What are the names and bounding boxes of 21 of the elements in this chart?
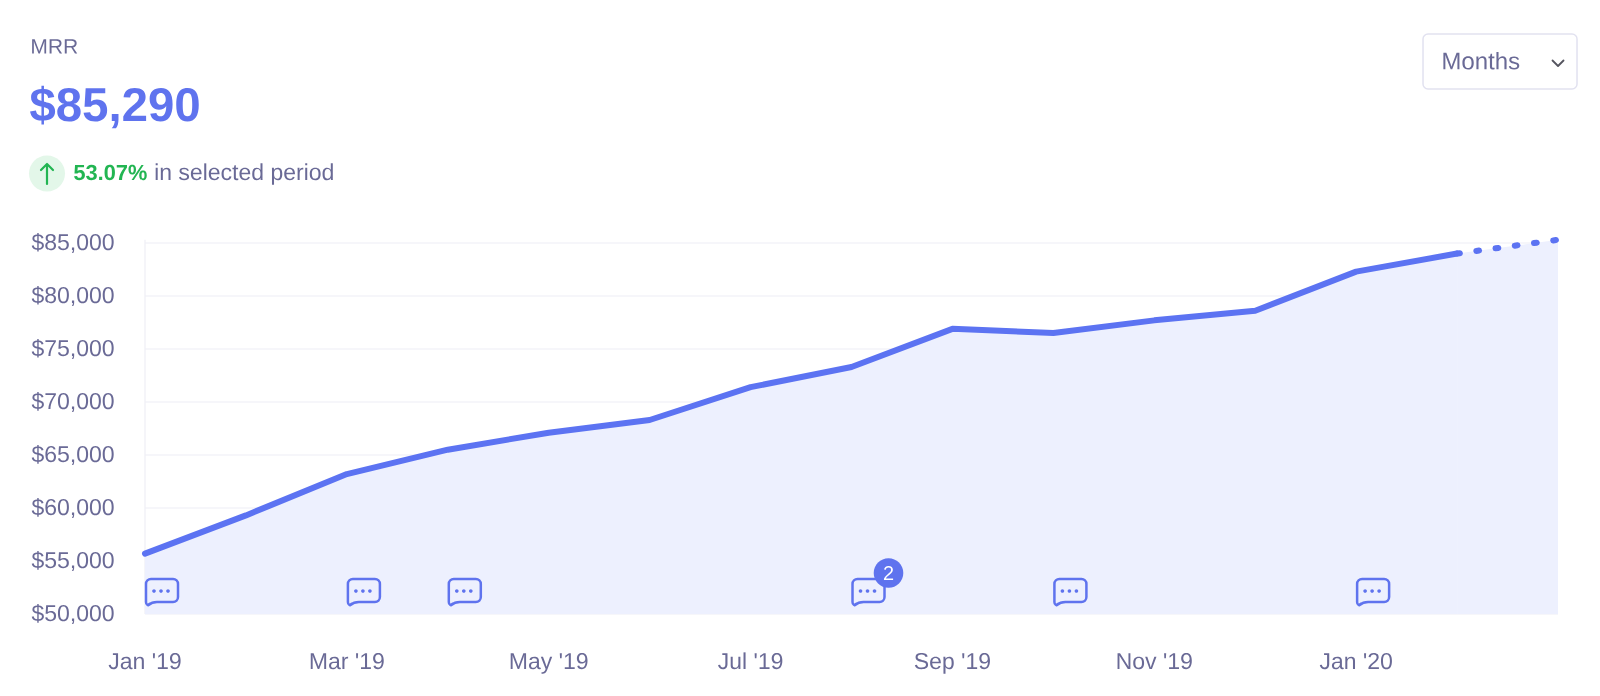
x-tick-label: Nov '19	[1117, 652, 1192, 670]
y-tick-label: $75,000	[31, 338, 114, 359]
y-tick-label: $55,000	[31, 551, 114, 571]
x-tick-label: Jul '19	[718, 652, 783, 670]
x-tick-label: May '19	[510, 652, 588, 674]
y-tick-label: $85,000	[31, 232, 114, 253]
chart-title: MRR	[32, 39, 78, 54]
text: Months	[1443, 51, 1520, 70]
y-tick-label: $65,000	[31, 445, 114, 465]
annotation: 2	[883, 566, 894, 580]
x-tick-label: Jan '20	[1319, 652, 1392, 670]
text: in selected period	[155, 163, 333, 185]
x-tick-label: Mar '19	[310, 652, 384, 670]
chart-subtitle: $85,290	[30, 85, 199, 129]
text: 53.07%	[74, 164, 147, 181]
x-tick-label: Sep '19	[914, 652, 990, 674]
y-tick-label: $60,000	[31, 498, 114, 518]
y-tick-label: $70,000	[31, 391, 114, 412]
y-tick-label: $50,000	[31, 604, 114, 624]
x-tick-label: Jan '19	[108, 652, 181, 670]
y-tick-label: $80,000	[31, 285, 114, 306]
